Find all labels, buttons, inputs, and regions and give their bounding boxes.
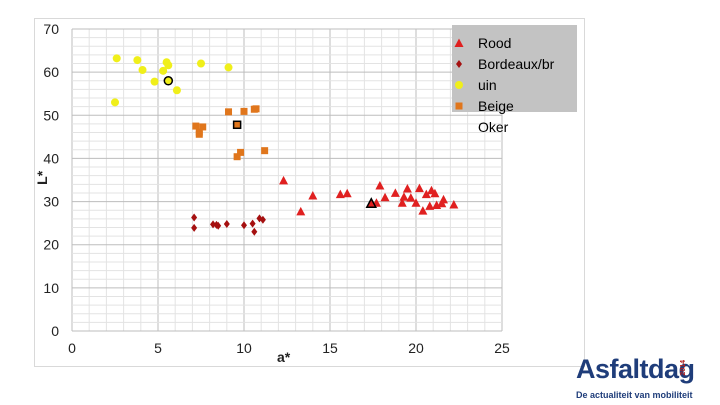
data-point-circle	[172, 86, 181, 95]
legend-label: Rood	[478, 35, 512, 51]
highlight-square-marker	[232, 120, 242, 130]
legend-entry: Beige	[454, 96, 514, 116]
data-point-square	[195, 130, 203, 138]
y-tick-label: 30	[43, 194, 59, 210]
logo-wordmark: Asfaltdag	[576, 354, 695, 384]
data-point-circle	[164, 76, 173, 85]
data-point-triangle	[449, 200, 459, 209]
x-tick-label: 20	[408, 340, 424, 356]
data-point-triangle	[335, 189, 345, 199]
x-axis-label: a*	[277, 349, 291, 365]
data-point-triangle	[414, 183, 424, 193]
legend-entry: uin	[454, 75, 497, 95]
data-point-triangle	[375, 181, 385, 190]
data-point-circle	[138, 65, 147, 74]
data-point-square	[233, 153, 241, 161]
data-point-triangle	[418, 206, 428, 215]
legend-marker-icon	[455, 81, 463, 89]
legend-marker-icon	[456, 60, 462, 68]
data-point-circle	[112, 54, 121, 63]
data-point-square	[199, 123, 207, 131]
data-point-square	[192, 122, 200, 130]
data-point-triangle	[380, 192, 390, 202]
data-point-triangle	[406, 193, 416, 202]
data-point-circle	[159, 66, 168, 75]
y-tick-label: 60	[43, 64, 59, 80]
data-point-square	[240, 107, 248, 115]
data-point-diamond	[210, 220, 217, 229]
y-tick-label: 10	[43, 280, 59, 296]
y-axis-label: L*	[34, 170, 50, 185]
asfaltdag-logo: Asfaltdag 2014 De actualiteit van mobili…	[576, 354, 716, 402]
data-point-triangle	[308, 190, 318, 200]
legend-marker-icon	[454, 38, 464, 47]
data-point-triangle	[279, 175, 289, 185]
data-point-diamond	[251, 227, 258, 236]
data-point-triangle	[402, 184, 412, 193]
data-point-triangle	[397, 198, 407, 207]
data-point-square	[237, 148, 245, 156]
logo-tagline: De actualiteit van mobiliteit	[576, 390, 693, 400]
highlight-circle-marker	[163, 76, 174, 86]
x-tick-label: 15	[322, 340, 338, 356]
y-tick-label: 70	[43, 21, 59, 37]
data-point-triangle	[390, 188, 400, 197]
data-point-circle	[150, 77, 159, 86]
legend-marker-icon	[454, 122, 464, 132]
data-point-diamond	[215, 221, 222, 230]
y-tick-label: 40	[43, 150, 59, 166]
data-point-diamond	[223, 220, 230, 229]
data-point-diamond	[191, 223, 198, 232]
data-point-square	[233, 121, 241, 129]
data-point-circle	[111, 98, 119, 107]
data-point-diamond	[241, 221, 247, 230]
y-tick-label: 20	[43, 237, 59, 253]
data-point-triangle	[399, 192, 409, 201]
data-point-triangle	[411, 198, 421, 207]
data-point-diamond	[259, 215, 266, 224]
data-point-circle	[197, 59, 205, 68]
data-point-triangle	[421, 189, 431, 199]
legend-marker-icon	[455, 102, 463, 110]
data-point-circle	[164, 61, 173, 70]
highlight-triangle-marker	[365, 197, 378, 208]
legend-label: Beige	[478, 98, 514, 114]
data-point-circle	[133, 56, 142, 65]
data-point-triangle	[342, 188, 352, 198]
data-point-circle	[224, 63, 233, 72]
data-point-triangle	[425, 201, 435, 210]
x-tick-label: 0	[68, 340, 76, 356]
data-point-triangle	[366, 198, 376, 208]
data-point-diamond	[249, 219, 256, 228]
legend-entry: Oker	[454, 117, 508, 137]
x-tick-label: 25	[494, 340, 510, 356]
x-tick-label: 10	[236, 340, 252, 356]
data-point-diamond	[191, 213, 198, 222]
x-tick-label: 5	[154, 340, 162, 356]
logo-year: 2014	[680, 360, 687, 376]
data-point-triangle	[296, 206, 306, 216]
data-point-triangle	[439, 194, 449, 204]
legend-entry: Bordeaux/br	[454, 54, 554, 74]
legend-label: uin	[478, 77, 497, 93]
data-point-square	[252, 105, 260, 113]
data-point-square	[225, 108, 233, 116]
data-point-triangle	[430, 188, 440, 198]
y-tick-label: 0	[51, 323, 59, 339]
data-point-square	[261, 147, 269, 155]
legend-entry: Rood	[454, 33, 511, 53]
legend-label: Oker	[478, 119, 509, 135]
y-tick-label: 50	[43, 107, 59, 123]
chart-frame	[34, 18, 585, 367]
legend-box	[452, 25, 577, 112]
legend-label: Bordeaux/br	[478, 56, 555, 72]
